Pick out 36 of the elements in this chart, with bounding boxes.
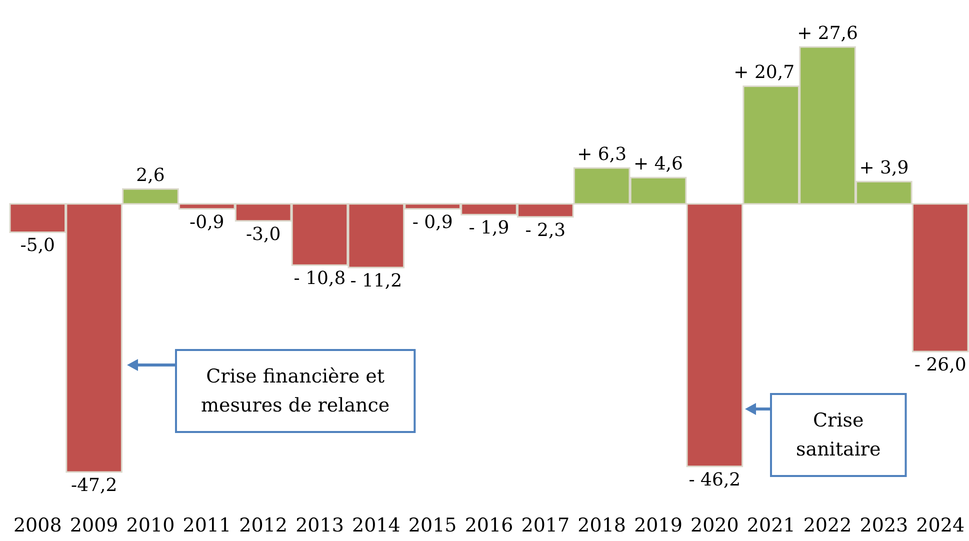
x-tick-label: 2014	[352, 514, 400, 536]
data-label: -3,0	[246, 224, 281, 245]
x-tick-label: 2018	[578, 514, 626, 536]
x-tick-label: 2021	[746, 514, 796, 536]
x-tick-label: 2010	[126, 514, 175, 536]
data-label: + 6,3	[577, 144, 627, 166]
x-tick-label: 2023	[860, 514, 908, 536]
x-tick-label: 2022	[803, 514, 852, 536]
data-label: - 11,2	[350, 270, 402, 292]
x-tick-label: 2024	[916, 514, 965, 536]
x-tick-label: 2009	[70, 514, 118, 536]
data-label: - 26,0	[914, 354, 966, 376]
x-tick-label: 2015	[408, 514, 457, 536]
data-label: - 0,9	[412, 212, 453, 233]
x-tick-label: 2017	[521, 514, 570, 536]
x-tick-label: 2020	[690, 514, 739, 536]
data-label: - 46,2	[688, 469, 741, 490]
x-tick-label: 2016	[464, 514, 514, 536]
data-label: 2,6	[136, 165, 165, 186]
data-label: + 4,6	[634, 154, 683, 175]
x-tick-label: 2008	[13, 514, 62, 536]
data-label: - 10,8	[294, 268, 346, 290]
data-label: - 1,9	[468, 218, 510, 239]
data-label: -0,9	[190, 212, 224, 233]
data-label: -47,2	[70, 475, 118, 496]
annotation: Crise financière et mesures de relance	[200, 366, 390, 416]
annotation: Crise sanitaire	[796, 410, 881, 460]
x-tick-label: 2019	[634, 514, 682, 536]
data-label: - 2,3	[525, 220, 566, 241]
x-tick-label: 2011	[182, 514, 232, 536]
x-tick-label: 2012	[239, 514, 288, 536]
data-label: + 20,7	[734, 62, 795, 84]
data-label: -5,0	[20, 235, 56, 256]
x-tick-label: 2013	[296, 514, 344, 536]
data-label: + 27,6	[797, 23, 858, 44]
data-label: + 3,9	[859, 158, 909, 179]
